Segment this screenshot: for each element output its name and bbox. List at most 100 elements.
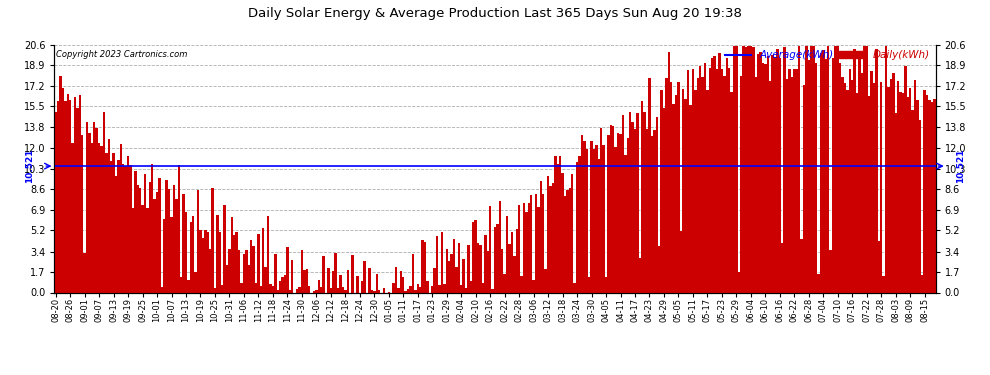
Bar — [709, 68, 711, 292]
Bar — [803, 85, 805, 292]
Bar — [142, 206, 144, 292]
Bar — [931, 102, 934, 292]
Bar — [697, 78, 699, 292]
Bar — [291, 260, 293, 292]
Bar — [400, 270, 402, 292]
Bar — [749, 46, 752, 292]
Bar — [714, 56, 716, 292]
Bar — [868, 96, 870, 292]
Bar — [902, 93, 904, 292]
Bar — [170, 217, 172, 292]
Bar — [786, 79, 788, 292]
Bar — [916, 100, 919, 292]
Bar — [254, 283, 257, 292]
Bar — [436, 236, 439, 292]
Bar — [764, 64, 766, 292]
Bar — [511, 232, 513, 292]
Bar — [323, 256, 325, 292]
Text: Copyright 2023 Cartronics.com: Copyright 2023 Cartronics.com — [56, 50, 187, 59]
Bar — [561, 173, 563, 292]
Bar — [330, 288, 332, 292]
Bar — [132, 207, 134, 292]
Bar — [269, 284, 271, 292]
Bar — [830, 250, 832, 292]
Bar — [439, 285, 441, 292]
Bar — [704, 63, 706, 292]
Bar — [549, 186, 551, 292]
Bar — [455, 267, 457, 292]
Bar — [508, 244, 511, 292]
Bar — [276, 290, 279, 292]
Bar — [839, 63, 842, 292]
Bar — [544, 268, 546, 292]
Bar — [427, 281, 429, 292]
Bar — [728, 68, 731, 292]
Bar — [665, 78, 667, 292]
Bar — [581, 135, 583, 292]
Bar — [378, 290, 380, 292]
Bar — [904, 66, 907, 292]
Bar — [846, 90, 848, 292]
Bar — [622, 116, 624, 292]
Bar — [414, 290, 417, 292]
Bar — [919, 120, 921, 292]
Bar — [226, 265, 229, 292]
Bar — [624, 155, 627, 292]
Bar — [738, 272, 740, 292]
Bar — [108, 139, 110, 292]
Bar — [486, 252, 489, 292]
Bar — [637, 113, 639, 292]
Bar — [576, 162, 578, 292]
Bar — [620, 134, 622, 292]
Bar — [95, 128, 98, 292]
Bar — [238, 251, 241, 292]
Bar — [318, 280, 320, 292]
Bar — [810, 46, 813, 292]
Bar — [766, 56, 769, 292]
Bar — [540, 181, 543, 292]
Bar — [395, 267, 397, 292]
Bar — [551, 183, 554, 292]
Bar — [800, 239, 803, 292]
Bar — [843, 83, 846, 292]
Bar — [887, 87, 890, 292]
Bar — [337, 288, 340, 292]
Bar — [61, 88, 64, 292]
Bar — [180, 277, 182, 292]
Bar — [259, 286, 262, 292]
Bar — [122, 164, 125, 292]
Bar — [151, 164, 153, 292]
Bar — [127, 156, 130, 292]
Bar — [658, 246, 660, 292]
Bar — [781, 243, 783, 292]
Text: 10.521: 10.521 — [956, 149, 965, 183]
Bar — [706, 90, 709, 292]
Bar — [680, 231, 682, 292]
Bar — [491, 289, 494, 292]
Bar — [315, 291, 318, 292]
Bar — [692, 69, 694, 292]
Bar — [675, 95, 677, 292]
Bar — [554, 156, 556, 292]
Bar — [822, 50, 825, 292]
Bar — [199, 230, 202, 292]
Bar — [313, 291, 315, 292]
Bar — [472, 222, 474, 292]
Bar — [78, 96, 81, 292]
Bar — [76, 108, 78, 292]
Bar — [444, 284, 446, 292]
Bar — [342, 287, 345, 292]
Bar — [588, 277, 590, 292]
Bar — [148, 182, 151, 292]
Text: Daily Solar Energy & Average Production Last 365 Days Sun Aug 20 19:38: Daily Solar Energy & Average Production … — [248, 8, 742, 21]
Bar — [788, 69, 791, 292]
Bar — [771, 55, 774, 292]
Bar — [501, 249, 504, 292]
Bar — [742, 46, 744, 292]
Bar — [757, 54, 759, 292]
Bar — [117, 160, 120, 292]
Bar — [791, 77, 793, 292]
Bar — [744, 47, 747, 292]
Bar — [303, 270, 306, 292]
Bar — [383, 288, 385, 292]
